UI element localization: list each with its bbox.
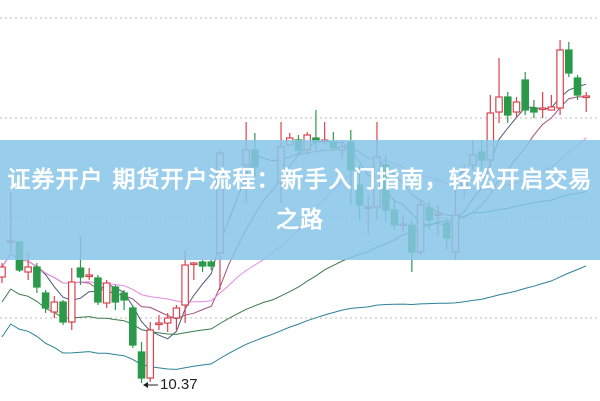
candle-down — [111, 286, 120, 303]
candle-up — [512, 101, 521, 113]
candle-up — [50, 301, 59, 313]
candle-down — [94, 277, 102, 303]
candle-up — [24, 266, 32, 273]
candle-up — [181, 264, 189, 306]
candle-up — [146, 329, 155, 379]
candle-up — [102, 282, 111, 304]
candle-down — [76, 267, 85, 278]
low-marker-arrow-icon — [143, 382, 148, 388]
candle-down — [521, 79, 530, 111]
candle-down — [530, 107, 538, 113]
candle-down — [573, 77, 582, 96]
candle-up — [582, 95, 591, 99]
candle-down — [59, 301, 67, 323]
candle-up — [190, 262, 198, 266]
candle-up — [85, 274, 94, 278]
candle-down — [129, 307, 137, 346]
candle-up — [67, 281, 76, 323]
candle-down — [120, 292, 128, 301]
candle-up — [0, 266, 6, 278]
candle-down — [564, 49, 573, 74]
candle-up — [163, 317, 172, 324]
low-price-label: 10.37 — [160, 376, 198, 393]
candle-up — [556, 49, 564, 109]
candle-down — [198, 261, 207, 267]
candle-down — [33, 266, 41, 288]
candle-down — [503, 96, 512, 116]
candle-up — [155, 322, 163, 326]
ma60-line — [1, 265, 587, 370]
candle-down — [41, 292, 50, 309]
candle-up — [495, 96, 503, 113]
candle-up — [172, 307, 181, 319]
title-banner — [0, 140, 600, 260]
candle-down — [137, 351, 146, 379]
candle-up — [538, 107, 547, 111]
candle-up — [547, 106, 556, 111]
article-title: 证券开户 期货开户流程：新手入门指南，轻松开启交易之路 — [7, 167, 593, 233]
candle-down — [207, 261, 216, 267]
